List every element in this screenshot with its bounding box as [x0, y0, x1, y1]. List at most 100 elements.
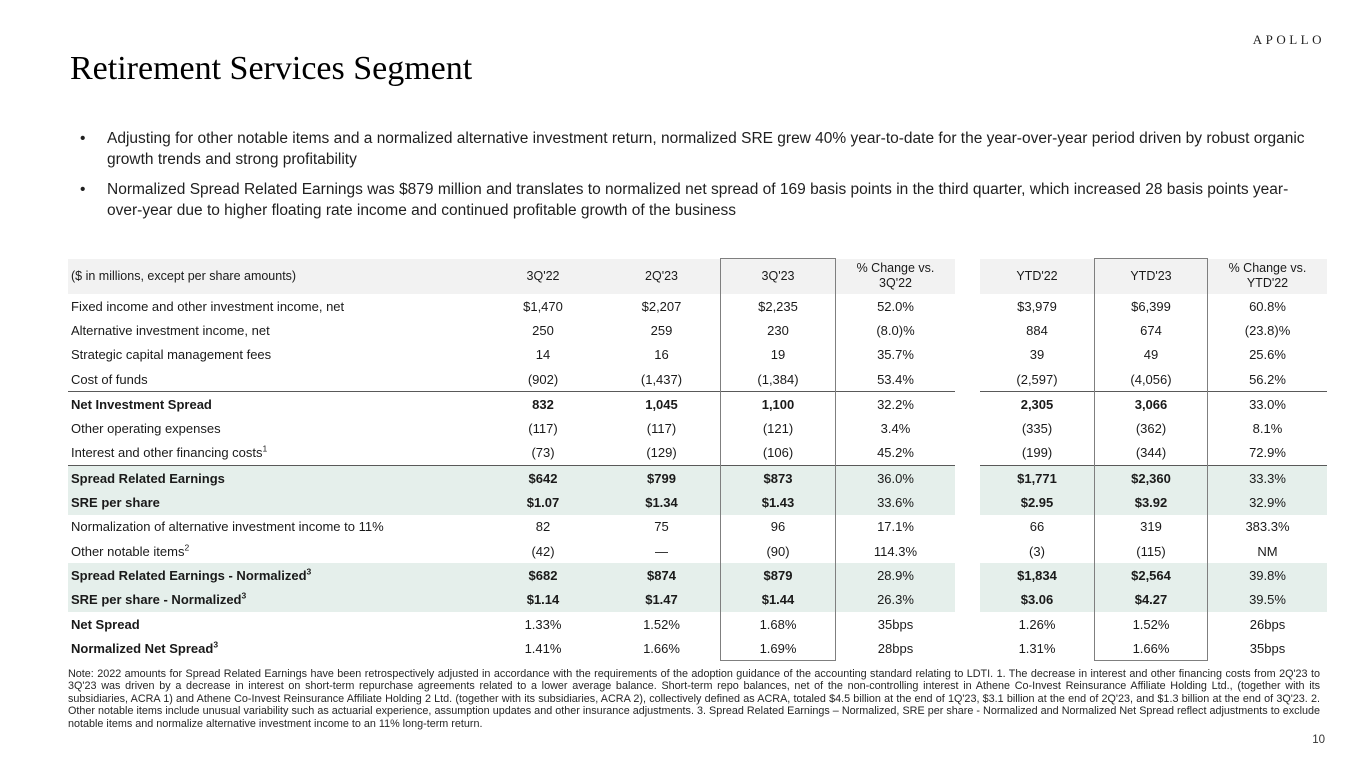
- table-row: Other notable items2 (42) — (90) 114.3% (3) (1…: [68, 538, 1327, 564]
- table-cell: 16: [654, 347, 669, 363]
- table-row: Net Investment Spread 832 1,045 1,100 32.2% 2…: [68, 391, 1327, 417]
- table-row: Alternative investment income, net 250 259…: [68, 318, 1327, 343]
- page-number: 10: [1312, 734, 1325, 746]
- column-gap: [955, 318, 980, 343]
- financials-table: ($ in millions, except per share amounts…: [68, 258, 1327, 662]
- table-cell: $6,399: [1094, 294, 1208, 319]
- table-cell: $2.95: [980, 490, 1095, 515]
- bullet-item: Normalized Spread Related Earnings was $…: [70, 179, 1316, 221]
- table-cell: 884: [1026, 322, 1048, 338]
- column-gap: [955, 416, 980, 441]
- table-cell: $799: [603, 465, 721, 491]
- table-row: Other operating expenses (117) (117) (121) 3…: [68, 416, 1327, 441]
- table-cell: $1,834: [980, 563, 1095, 588]
- table-cell: (8.0)%: [876, 322, 915, 338]
- table-cell: 17.1%: [877, 519, 914, 535]
- table-cell: 53.4%: [877, 371, 914, 387]
- financials-table-container: ($ in millions, except per share amounts…: [68, 258, 1327, 662]
- table-cell: 56.2%: [1249, 371, 1286, 387]
- table-cell: $3,979: [1017, 298, 1057, 314]
- table-cell: 1.33%: [524, 616, 562, 632]
- table-cell: 33.0%: [1207, 391, 1327, 417]
- column-gap: [955, 294, 980, 319]
- row-label: Fixed income and other investment income…: [71, 298, 345, 314]
- table-head: ($ in millions, except per share amounts…: [68, 258, 1327, 294]
- table-cell: (4,056): [1094, 366, 1208, 392]
- table-body: Fixed income and other investment income…: [68, 294, 1327, 662]
- table-cell: 26bps: [1249, 616, 1286, 632]
- table-cell: 319: [1094, 514, 1208, 539]
- row-label: Normalized Net Spread3: [71, 639, 219, 657]
- table-row: Normalization of alternative investment …: [68, 514, 1327, 539]
- table-cell: 52.0%: [877, 298, 914, 314]
- table-cell: 32.2%: [835, 391, 955, 417]
- table-cell: 75: [654, 519, 669, 535]
- table-cell: 2,305: [980, 391, 1095, 417]
- table-cell: $873: [720, 465, 836, 491]
- col-header: ($ in millions, except per share amounts…: [68, 258, 483, 294]
- table-cell: $1,771: [980, 465, 1095, 491]
- column-gap: [955, 587, 980, 612]
- table-cell: 45.2%: [877, 445, 914, 461]
- table-cell: $1,470: [523, 298, 563, 314]
- table-cell: $682: [483, 563, 603, 588]
- table-cell: (2,597): [1016, 371, 1058, 387]
- row-label: Spread Related Earnings: [68, 465, 483, 491]
- table-cell: $2,207: [641, 298, 682, 314]
- row-label: Normalization of alternative investment …: [71, 519, 384, 535]
- table-row: Cost of funds (902) (1,437) (1,384) 53.4% (2,…: [68, 366, 1327, 392]
- table-cell: 33.3%: [1207, 465, 1327, 491]
- table-cell: (23.8)%: [1244, 322, 1291, 338]
- table-row: SRE per share - Normalized3 $1.14 $1.47 $1.…: [68, 587, 1327, 612]
- table-row: Spread Related Earnings $642 $799 $873 36.0%…: [68, 465, 1327, 491]
- table-row: Interest and other financing costs1 (73) (…: [68, 440, 1327, 466]
- col-header: % Change vs. YTD'22: [1207, 258, 1327, 294]
- column-gap: [955, 538, 980, 564]
- table-row: Net Spread 1.33% 1.52% 1.68% 35bps 1.26% 1.52%…: [68, 611, 1327, 637]
- table-cell: 49: [1094, 342, 1208, 367]
- table-cell: 72.9%: [1249, 445, 1286, 461]
- table-cell: 1.52%: [643, 616, 680, 632]
- table-cell: 28.9%: [835, 563, 955, 588]
- table-cell: $1.34: [603, 490, 721, 515]
- table-cell: 39: [1029, 347, 1045, 363]
- table-cell: 26.3%: [835, 587, 955, 612]
- table-cell: 14: [535, 347, 551, 363]
- table-cell: (1,384): [720, 366, 836, 392]
- table-cell: $4.27: [1094, 587, 1208, 612]
- row-label: Alternative investment income, net: [71, 322, 270, 338]
- table-cell: $1.07: [483, 490, 603, 515]
- table-cell: 8.1%: [1252, 421, 1283, 437]
- table-cell: (117): [528, 421, 558, 437]
- table-cell: (90): [720, 538, 836, 564]
- table-cell: (42): [531, 543, 555, 559]
- column-gap: [955, 514, 980, 539]
- table-cell: (1,437): [640, 371, 683, 387]
- table-cell: 1.69%: [720, 636, 836, 662]
- table-cell: 39.8%: [1207, 563, 1327, 588]
- row-label: SRE per share - Normalized3: [68, 587, 483, 612]
- col-header: YTD'22: [980, 258, 1095, 294]
- table-cell: 1,100: [720, 391, 836, 417]
- table-cell: (73): [531, 445, 555, 461]
- table-cell: 66: [1029, 519, 1045, 535]
- table-cell: 1.41%: [524, 641, 562, 657]
- bullet-list: Adjusting for other notable items and a …: [70, 128, 1316, 230]
- table-cell: $1.47: [603, 587, 721, 612]
- table-cell: (129): [646, 445, 677, 461]
- column-gap: [955, 391, 980, 417]
- apollo-logo: APOLLO: [1252, 32, 1325, 47]
- table-cell: (106): [720, 440, 836, 466]
- table-cell: $1.43: [720, 490, 836, 515]
- table-cell: 3.4%: [880, 421, 911, 437]
- table-row: Fixed income and other investment income…: [68, 294, 1327, 319]
- table-cell: $874: [603, 563, 721, 588]
- col-header: 3Q'23: [720, 258, 836, 294]
- table-cell: 259: [650, 322, 673, 338]
- table-cell: 33.6%: [835, 490, 955, 515]
- table-cell: (121): [720, 416, 836, 441]
- table-row: Strategic capital management fees 14 16 19 3…: [68, 342, 1327, 367]
- table-cell: 60.8%: [1249, 298, 1286, 314]
- table-row: Spread Related Earnings - Normalized3 $68…: [68, 563, 1327, 588]
- column-gap: [955, 636, 980, 661]
